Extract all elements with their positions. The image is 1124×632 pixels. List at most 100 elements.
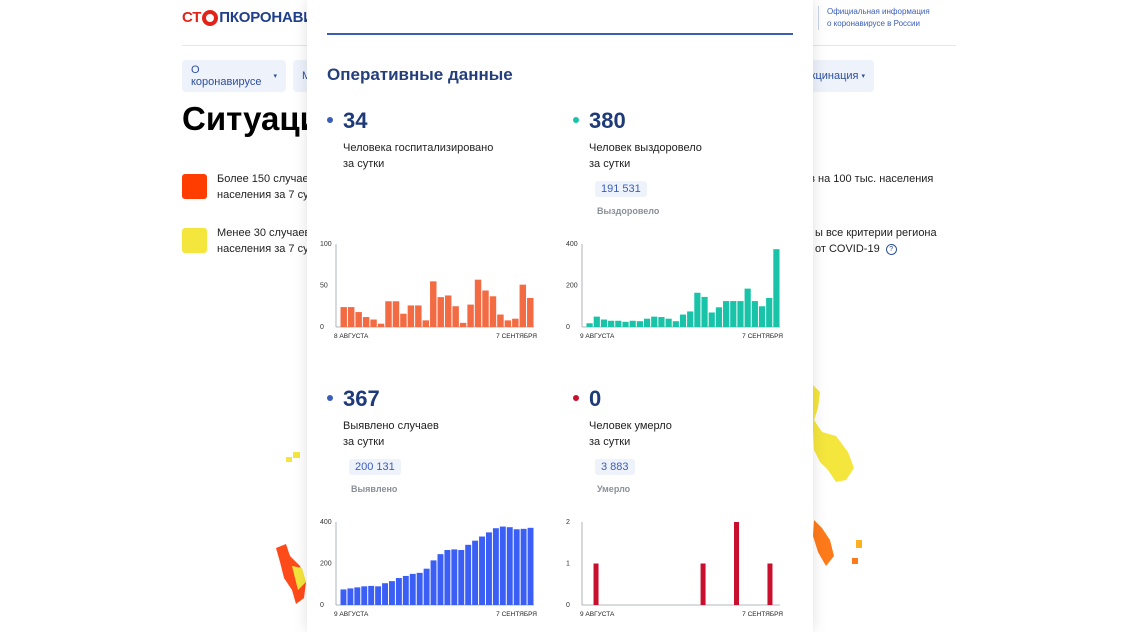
chart-bar <box>400 313 407 327</box>
legend-low-text-right: ы все критерии региона от COVID-19? <box>815 225 937 257</box>
chart-bar <box>382 583 388 605</box>
stat-description-line-1: Человек умерло <box>589 420 672 432</box>
y-tick-label: 0 <box>320 602 324 609</box>
legend-low-line-2: населения за 7 сут <box>217 243 314 255</box>
chart-bar <box>467 304 474 327</box>
stat-description-line-2: за сутки <box>343 158 385 170</box>
chart-bar <box>701 296 708 327</box>
stat-total-label: Выявлено <box>351 484 398 494</box>
y-tick-label: 200 <box>566 283 578 290</box>
chart-bar <box>497 314 504 327</box>
chart-bar <box>700 563 706 605</box>
stat-dot <box>327 117 333 123</box>
official-info-text: Официальная информация о коронавирусе в … <box>818 6 947 30</box>
chart-bar <box>512 318 519 327</box>
x-start-label: 8 АВГУСТА <box>334 333 369 340</box>
stat-description-line-1: Выявлено случаев <box>343 420 439 432</box>
nav-about-button[interactable]: О коронавирусе ▾ <box>182 60 286 92</box>
stat-description-line-2: за сутки <box>589 158 631 170</box>
site-logo[interactable]: СТ ПКОРОНАВИ <box>182 9 314 26</box>
chart-bar <box>340 589 347 605</box>
chart-bar <box>474 279 482 327</box>
operational-data-modal: Оперативные данные 34 Человека госпитали… <box>307 0 813 632</box>
help-icon[interactable]: ? <box>885 243 897 255</box>
chart-bar <box>355 312 362 327</box>
chart-bar <box>723 301 730 327</box>
chart-bar <box>708 312 715 327</box>
chart-bar <box>459 322 467 327</box>
chevron-down-icon: ▾ <box>861 73 865 80</box>
y-tick-label: 2 <box>566 519 570 526</box>
page-title: Ситуаци <box>182 100 320 137</box>
chart-bar <box>608 320 615 327</box>
chart-bar <box>392 301 400 327</box>
chart-bar <box>385 301 392 327</box>
nav-vaccination-label: кцинация <box>810 70 859 82</box>
chart-bar <box>593 563 599 605</box>
chart-bar <box>340 307 347 327</box>
chart-bar <box>615 320 622 327</box>
map-region-east-small <box>856 540 862 548</box>
stat-value: 367 <box>343 386 380 411</box>
bar-chart-svg: 100 50 0 8 АВГУСТА 7 СЕНТЯБРЯ <box>320 241 537 340</box>
y-tick-label: 400 <box>320 519 332 526</box>
stat-total-badge: 191 531 <box>595 181 647 197</box>
chart-bar <box>377 323 385 327</box>
chart-bar <box>354 587 361 605</box>
chart-bar <box>444 295 452 327</box>
chart-bar <box>504 320 512 327</box>
chart-bar <box>519 284 527 327</box>
chart-bar <box>444 550 451 605</box>
chart-bar <box>744 288 751 327</box>
chart-bar <box>773 249 780 327</box>
stat-description: Человек выздоровело за сутки <box>589 140 759 172</box>
chart-bar <box>452 306 459 327</box>
map-region-east-orange <box>813 520 834 566</box>
chart-bar <box>636 321 643 327</box>
chart-bar <box>416 572 423 605</box>
chart-bar <box>407 305 415 327</box>
y-tick-label: 0 <box>320 324 324 331</box>
y-tick-label: 50 <box>320 283 328 290</box>
legend-low-text: Менее 30 случаев населения за 7 сут <box>217 225 314 257</box>
stat-dot <box>573 395 579 401</box>
chart-bar <box>402 575 409 605</box>
chart-bar <box>409 573 416 605</box>
stat-total-label: Умерло <box>597 484 631 494</box>
legend-low-swatch <box>182 228 207 253</box>
chart-bar <box>527 527 534 605</box>
y-tick-label: 0 <box>566 324 570 331</box>
legend-high-text-right: ев на 100 тыс. населения <box>803 173 934 185</box>
x-end-label: 7 СЕНТЯБРЯ <box>496 611 537 618</box>
chart-bar <box>375 586 382 605</box>
y-tick-label: 0 <box>566 602 570 609</box>
chart-bar <box>758 306 766 327</box>
x-end-label: 7 СЕНТЯБРЯ <box>742 611 783 618</box>
bar-chart-svg: 400 200 0 9 АВГУСТА 7 СЕНТЯБРЯ <box>566 241 783 340</box>
chart-bar <box>395 578 402 605</box>
chart-bar <box>472 540 479 605</box>
chart-bar <box>423 568 430 605</box>
stat-description-line-1: Человек выздоровело <box>589 142 702 154</box>
chart-bar <box>506 527 513 605</box>
stat-description-line-2: за сутки <box>343 436 385 448</box>
logo-text-right: ПКОРОНАВИ <box>219 9 314 26</box>
stat-value: 34 <box>343 108 368 133</box>
legend-high-line-1: Более 150 случаев <box>217 173 315 185</box>
chart-bar <box>629 320 636 327</box>
chart-bar <box>751 301 758 327</box>
chart-recovered: 400 200 0 9 АВГУСТА 7 СЕНТЯБРЯ <box>566 237 786 342</box>
chart-bar <box>479 536 485 605</box>
legend-low-right-line-2-text: от COVID-19 <box>815 243 880 255</box>
y-tick-label: 400 <box>566 241 578 248</box>
chevron-down-icon: ▾ <box>273 73 277 80</box>
y-tick-label: 200 <box>320 561 332 568</box>
official-info-line-2: о коронавирусе в России <box>827 19 920 28</box>
legend-low-line-1: Менее 30 случаев <box>217 227 311 239</box>
chart-bar <box>486 532 492 605</box>
chart-bar <box>600 319 608 327</box>
chart-bar <box>593 316 600 327</box>
chart-bar <box>492 528 499 605</box>
modal-title: Оперативные данные <box>327 65 513 84</box>
